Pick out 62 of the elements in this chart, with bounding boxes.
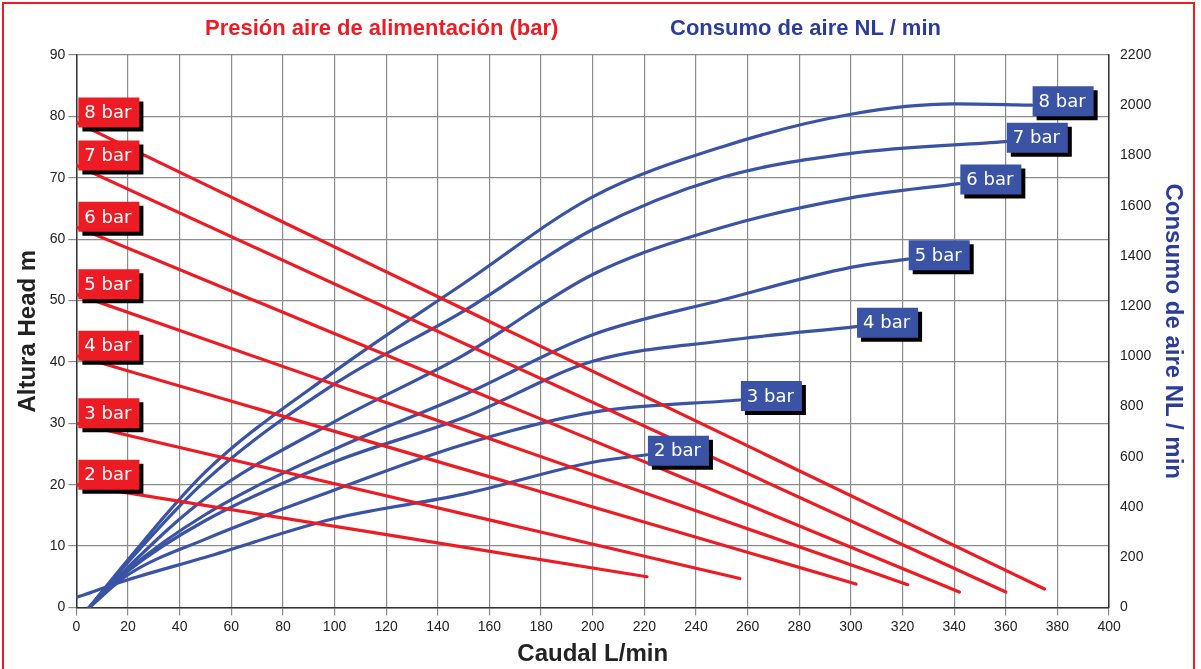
x-tick-label: 300 xyxy=(839,617,863,634)
y-tick-label: 80 xyxy=(49,107,66,124)
x-tick-label: 40 xyxy=(171,617,188,634)
x-tick-label: 220 xyxy=(632,617,657,634)
series-label: 3 bar xyxy=(84,401,132,423)
x-tick-label: 0 xyxy=(72,617,81,634)
x-axis-title: Caudal L/min xyxy=(517,639,669,667)
y-tick-label: 30 xyxy=(49,414,66,431)
y2-tick-label: 1000 xyxy=(1120,347,1152,364)
x-tick-label: 60 xyxy=(223,617,240,634)
x-tick-label: 360 xyxy=(994,617,1018,634)
chart-subtitle: Consumo de aire NL / min xyxy=(670,15,941,41)
series-label: 8 bar xyxy=(84,101,132,123)
x-tick-label: 80 xyxy=(275,617,291,634)
x-tick-label: 120 xyxy=(374,617,399,634)
x-tick-label: 400 xyxy=(1097,617,1121,634)
x-tick-label: 160 xyxy=(477,617,502,634)
series-label: 6 bar xyxy=(966,168,1014,190)
series-label: 8 bar xyxy=(1038,89,1087,111)
y2-tick-label: 2200 xyxy=(1120,45,1152,62)
y2-tick-label: 200 xyxy=(1120,548,1144,565)
x-tick-label: 180 xyxy=(529,617,553,634)
series-label: 2 bar xyxy=(653,439,702,461)
y-tick-label: 0 xyxy=(57,598,66,615)
series-label: 5 bar xyxy=(84,273,132,295)
series-label: 4 bar xyxy=(863,311,911,333)
legend-label: 7 bar xyxy=(84,144,132,166)
x-tick-label: 200 xyxy=(581,617,605,634)
x-tick-label: 260 xyxy=(735,617,760,634)
y2-tick-label: 1600 xyxy=(1120,196,1152,213)
x-tick-label: 140 xyxy=(426,617,450,634)
y2-tick-label: 600 xyxy=(1120,447,1144,464)
y-tick-label: 70 xyxy=(49,168,66,185)
x-tick-label: 240 xyxy=(684,617,708,634)
chart-title: Presión aire de alimentación (bar) xyxy=(205,15,559,41)
y-tick-label: 90 xyxy=(49,45,66,62)
y-tick-label: 10 xyxy=(49,536,66,553)
series-label: 2 bar xyxy=(84,463,132,485)
y2-tick-label: 800 xyxy=(1120,397,1144,414)
x-tick-label: 20 xyxy=(120,617,136,634)
y2-tick-label: 0 xyxy=(1120,598,1129,615)
y-tick-label: 60 xyxy=(49,229,66,246)
y-tick-label: 40 xyxy=(49,352,66,369)
x-tick-label: 380 xyxy=(1045,617,1070,634)
x-tick-label: 340 xyxy=(942,617,967,634)
series-label: 3 bar xyxy=(746,384,795,406)
y2-axis-title: Consumo de aire NL / min xyxy=(1160,183,1188,479)
series-label: 4 bar xyxy=(84,334,132,356)
series-label: 5 bar xyxy=(914,243,963,265)
y2-tick-label: 1800 xyxy=(1120,146,1152,163)
y2-tick-label: 1200 xyxy=(1120,296,1152,313)
y-axis-title: Altura Head m xyxy=(13,249,41,413)
y2-tick-label: 400 xyxy=(1120,497,1144,514)
x-tick-label: 100 xyxy=(322,617,347,634)
y-tick-label: 20 xyxy=(49,475,66,492)
series-label: 6 bar xyxy=(84,205,132,227)
y2-tick-label: 2000 xyxy=(1120,96,1152,113)
x-tick-label: 320 xyxy=(890,617,915,634)
y-tick-label: 50 xyxy=(49,291,66,308)
legend-label: 7 bar xyxy=(1012,126,1061,148)
y2-tick-label: 1400 xyxy=(1120,246,1152,263)
x-tick-label: 280 xyxy=(787,617,812,634)
